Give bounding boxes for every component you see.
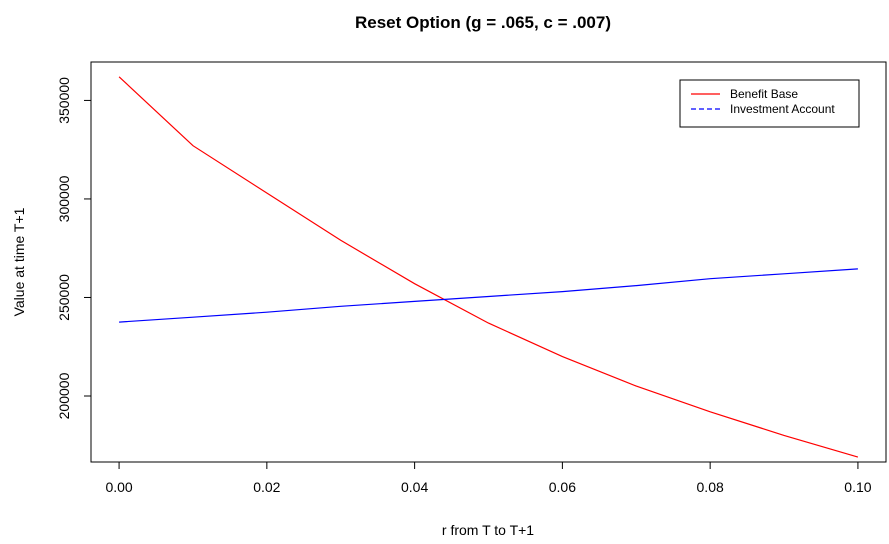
y-axis-label: Value at time T+1 — [11, 207, 27, 316]
series-line-benefit-base — [118, 76, 859, 458]
x-tick-label: 0.02 — [253, 479, 280, 495]
y-axis: 200000 250000 300000 350000 — [56, 77, 91, 419]
plot-frame — [90, 61, 887, 463]
y-tick-label: 200000 — [56, 372, 72, 419]
series-layer — [118, 76, 859, 458]
series-line-investment-account — [119, 268, 858, 323]
legend-box — [679, 79, 860, 128]
x-tick-label: 0.04 — [401, 479, 428, 495]
legend-label: Benefit Base — [730, 87, 798, 101]
x-tick-label: 0.08 — [697, 479, 724, 495]
y-tick-label: 250000 — [56, 274, 72, 321]
y-tick-label: 350000 — [56, 77, 72, 124]
chart-title: Reset Option (g = .065, c = .007) — [355, 13, 611, 32]
x-axis-label: r from T to T+1 — [442, 522, 534, 538]
y-tick-label: 300000 — [56, 175, 72, 222]
legend-label: Investment Account — [730, 102, 835, 116]
x-tick-label: 0.00 — [105, 479, 132, 495]
x-axis: 0.00 0.02 0.04 0.06 0.08 0.10 — [105, 462, 872, 495]
x-tick-label: 0.06 — [549, 479, 576, 495]
x-tick-label: 0.10 — [844, 479, 871, 495]
